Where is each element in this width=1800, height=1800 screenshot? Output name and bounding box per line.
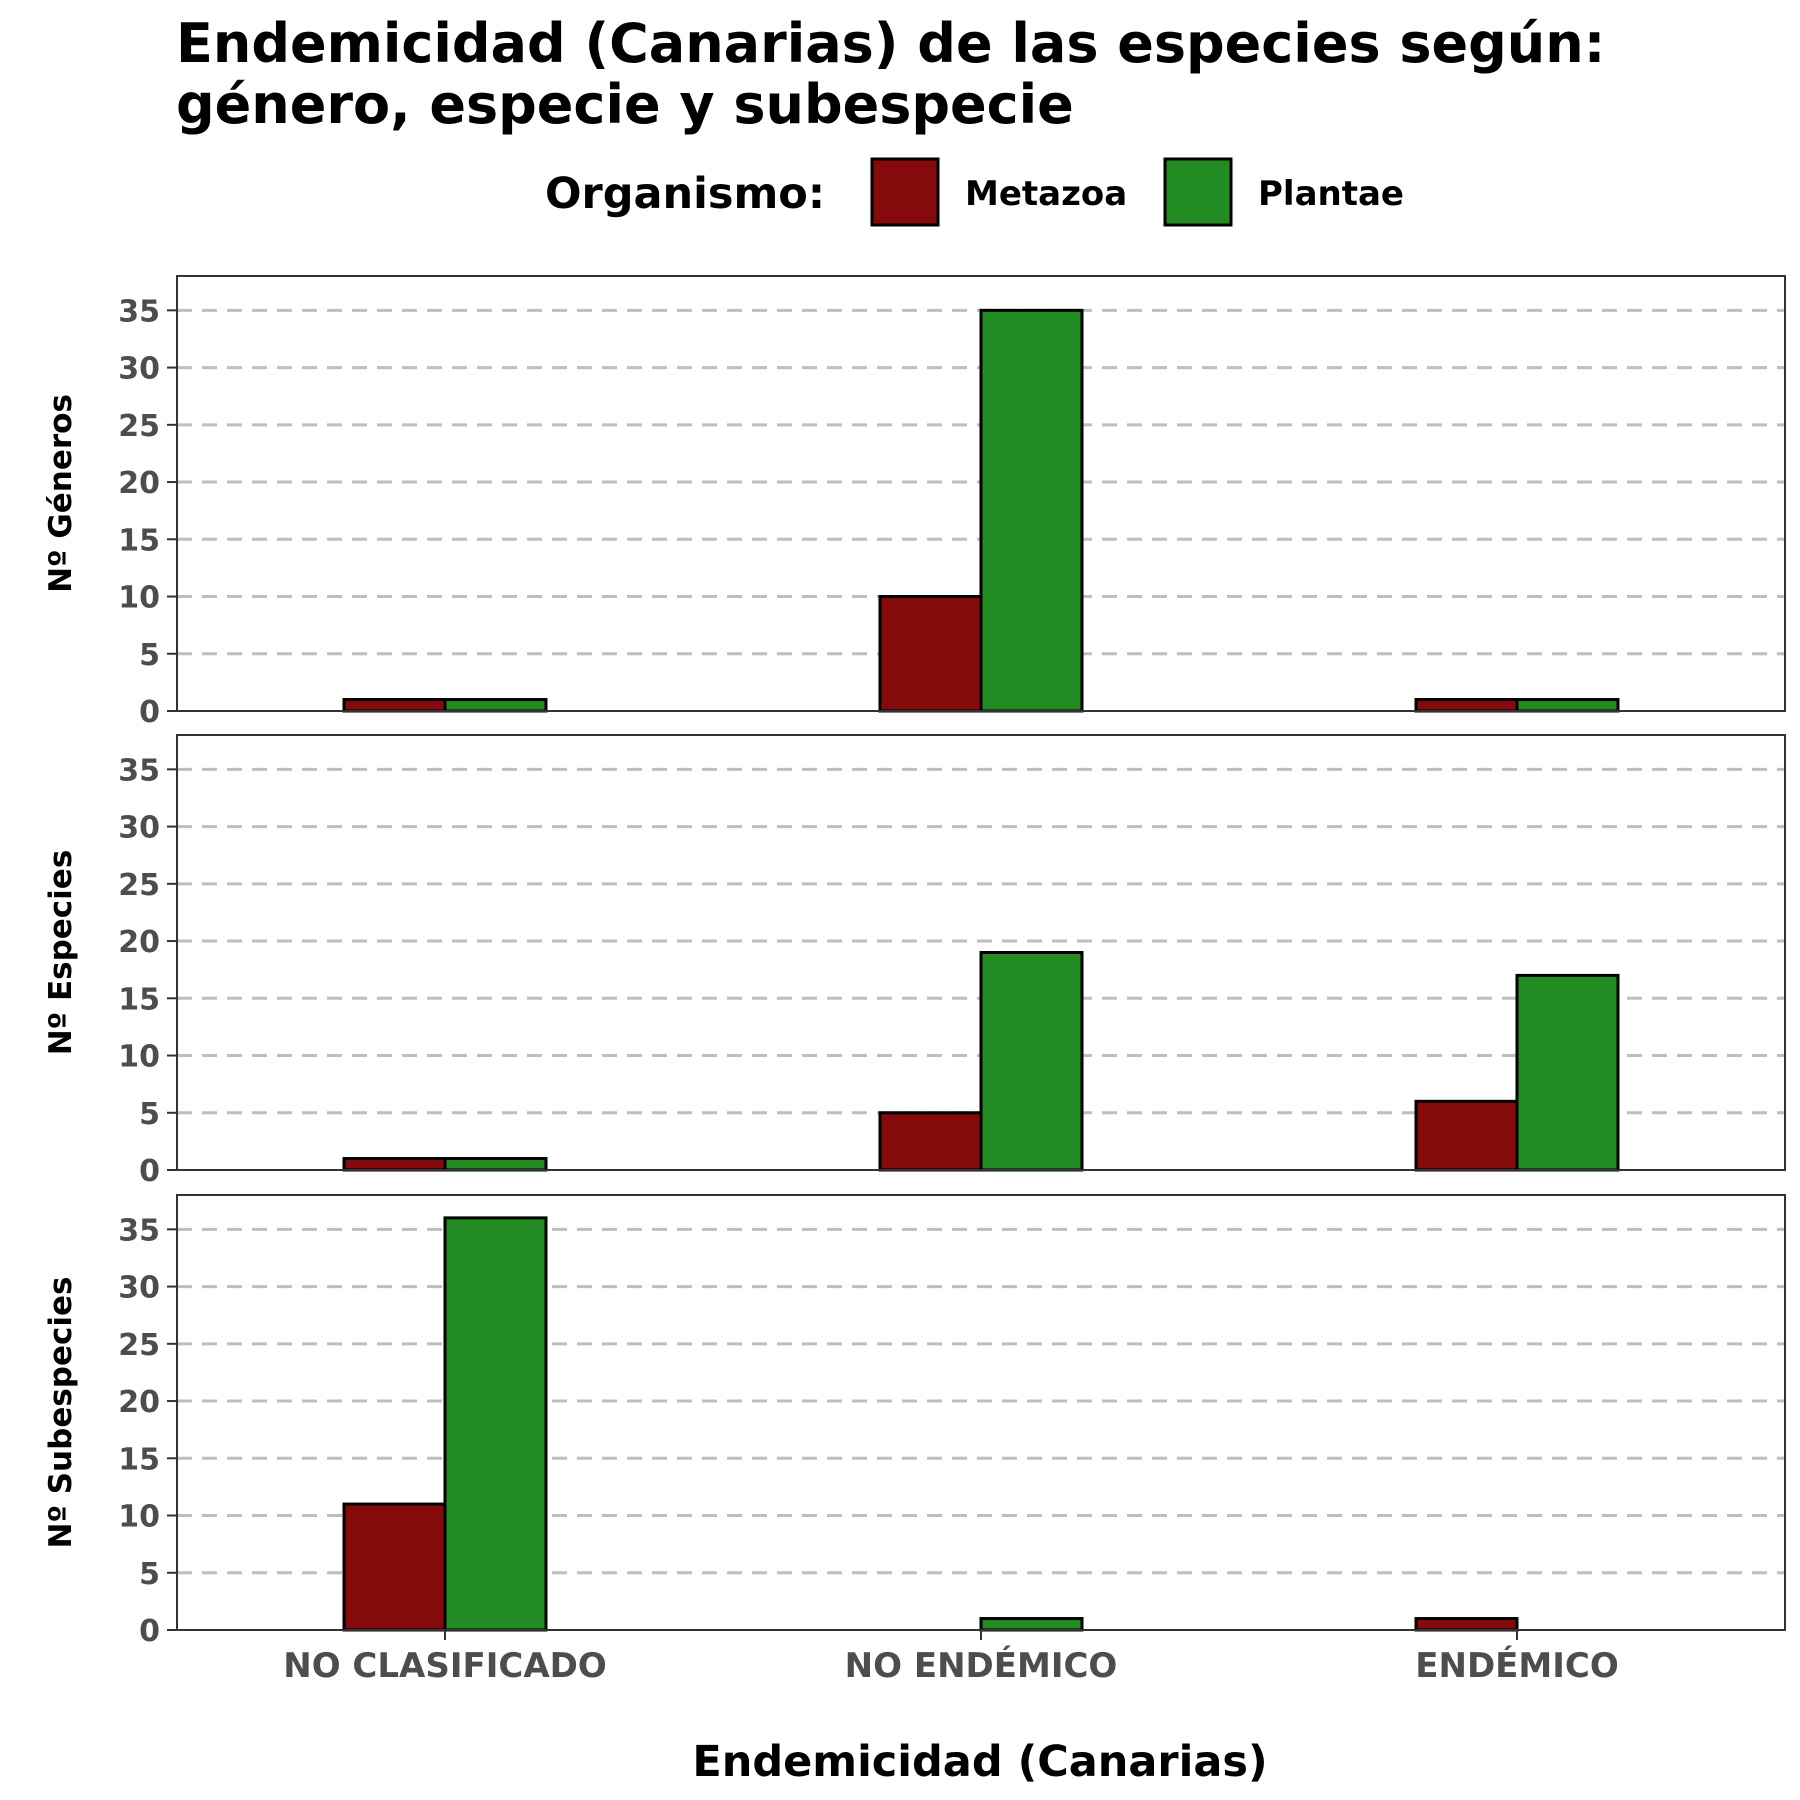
- y-tick-label: 10: [118, 1040, 160, 1075]
- y-tick-label: 20: [118, 1385, 160, 1420]
- bar-metazoa-1: [342, 1157, 447, 1172]
- x-tick-label: NO CLASIFICADO: [283, 1646, 607, 1686]
- panel-1: 0 5 10 15 20 25 30 35 Nº Géneros: [43, 275, 1786, 730]
- legend-label-plantae: Plantae: [1258, 174, 1404, 214]
- y-tick-label: 25: [118, 1328, 160, 1363]
- panel-3: 0 5 10 15 20 25 30 35 Nº Subespecies: [43, 1194, 1786, 1649]
- bar-metazoa-2: [878, 595, 983, 713]
- x-axis-label: Endemicidad (Canarias): [692, 1737, 1267, 1787]
- legend-title: Organismo:: [545, 169, 825, 219]
- panel-border: [176, 275, 1786, 712]
- y-tick-label: 5: [139, 1097, 160, 1132]
- bar-metazoa-1: [342, 1502, 447, 1632]
- bar-plantae-1: [443, 698, 548, 713]
- y-axis-label-1: Nº Géneros: [43, 394, 79, 593]
- panels: 0 5 10 15 20 25 30 35 Nº Géneros 0 5 10 15 20 25 30 35 Nº…: [43, 275, 1786, 1649]
- bar-plantae-3: [1515, 973, 1620, 1172]
- y-axis-label-2: Nº Especies: [43, 850, 79, 1056]
- bar-plantae-3: [1515, 698, 1620, 713]
- y-tick-label: 35: [118, 294, 160, 329]
- y-tick-label: 15: [118, 523, 160, 558]
- bar-plantae-2: [979, 951, 1084, 1172]
- y-tick-label: 15: [118, 982, 160, 1017]
- y-axis-label-3: Nº Subespecies: [43, 1277, 79, 1549]
- y-tick-label: 20: [118, 466, 160, 501]
- y-tick-label: 35: [118, 1213, 160, 1248]
- chart-title-line-2: género, especie y subespecie: [176, 73, 1074, 136]
- y-tick-label: 25: [118, 868, 160, 903]
- bar-plantae-1: [443, 1216, 548, 1632]
- y-tick-label: 30: [118, 352, 160, 387]
- x-tick-label: NO ENDÉMICO: [845, 1645, 1118, 1686]
- panel-2: 0 5 10 15 20 25 30 35 Nº Especies: [43, 734, 1786, 1189]
- y-tick-label: 0: [139, 695, 160, 730]
- bar-metazoa-1: [342, 698, 447, 713]
- y-tick-label: 30: [118, 1271, 160, 1306]
- x-axis-ticks: NO CLASIFICADO NO ENDÉMICO ENDÉMICO: [283, 1630, 1619, 1686]
- y-tick-label: 25: [118, 409, 160, 444]
- y-tick-label: 35: [118, 753, 160, 788]
- bar-metazoa-3: [1414, 698, 1519, 713]
- y-tick-label: 15: [118, 1442, 160, 1477]
- bar-plantae-1: [443, 1157, 548, 1172]
- chart-title-line-1: Endemicidad (Canarias) de las especies s…: [176, 12, 1605, 75]
- bar-metazoa-3: [1414, 1617, 1519, 1632]
- y-tick-label: 5: [139, 638, 160, 673]
- legend-label-metazoa: Metazoa: [965, 174, 1127, 214]
- y-tick-label: 10: [118, 1500, 160, 1535]
- panel-border: [176, 734, 1786, 1171]
- y-tick-label: 10: [118, 581, 160, 616]
- y-tick-label: 5: [139, 1557, 160, 1592]
- bar-plantae-2: [979, 1617, 1084, 1632]
- y-tick-label: 30: [118, 811, 160, 846]
- bar-metazoa-2: [878, 1111, 983, 1172]
- legend: Organismo: Metazoa Plantae: [545, 157, 1404, 227]
- bar-plantae-2: [979, 308, 1084, 713]
- y-tick-label: 0: [139, 1154, 160, 1189]
- y-tick-label: 0: [139, 1614, 160, 1649]
- y-tick-label: 20: [118, 925, 160, 960]
- legend-swatch-plantae: [1163, 157, 1233, 227]
- legend-swatch-metazoa: [870, 157, 940, 227]
- bar-metazoa-3: [1414, 1099, 1519, 1172]
- x-tick-label: ENDÉMICO: [1415, 1645, 1618, 1686]
